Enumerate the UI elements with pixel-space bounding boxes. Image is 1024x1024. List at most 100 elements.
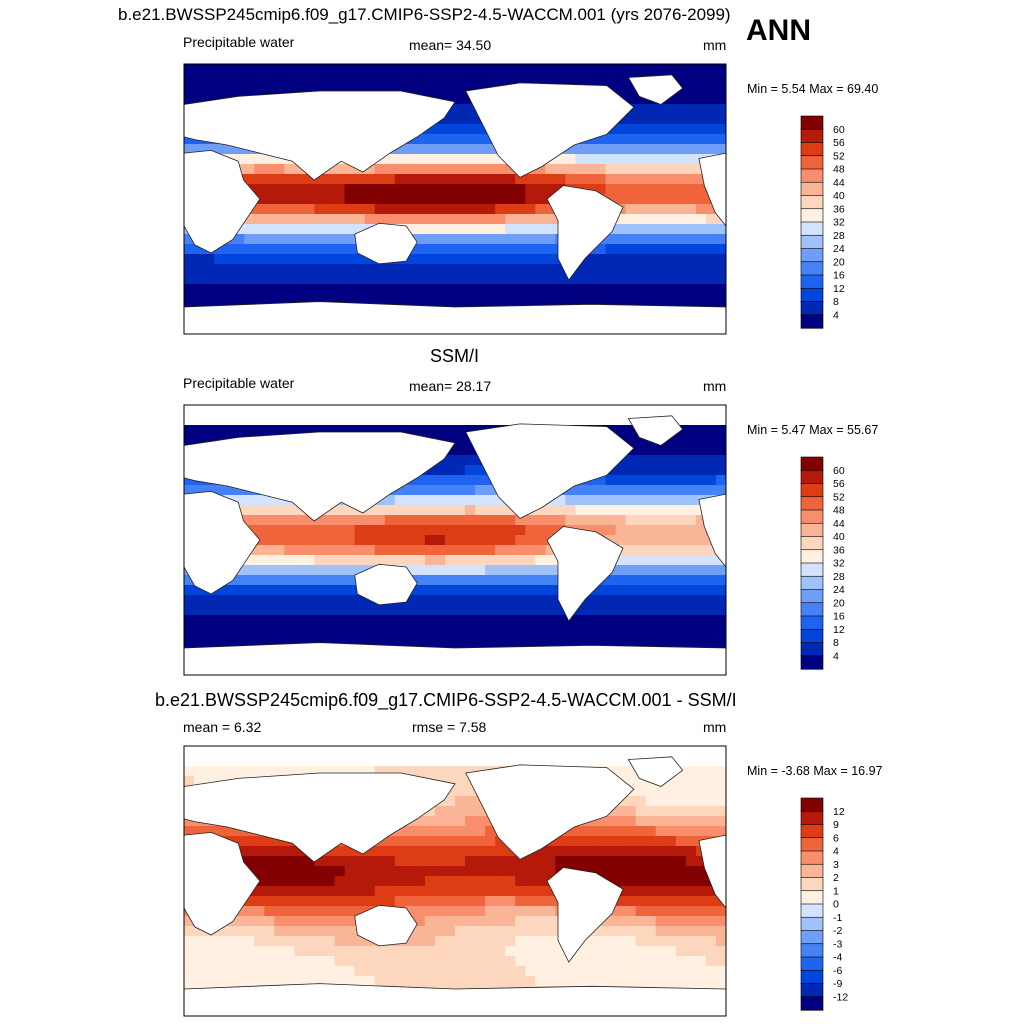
field-cell: [334, 214, 346, 225]
field-cell: [685, 114, 697, 125]
field-cell: [184, 94, 195, 105]
field-cell: [605, 144, 617, 155]
field-cell: [645, 916, 657, 927]
field-cell: [685, 74, 697, 85]
field-cell: [595, 184, 607, 195]
season-label: ANN: [746, 14, 811, 47]
field-cell: [515, 74, 526, 85]
field-cell: [444, 525, 456, 536]
field-cell: [414, 425, 426, 436]
field-cell: [444, 916, 456, 927]
field-cell: [304, 926, 316, 937]
field-cell: [665, 274, 677, 285]
field-cell: [364, 274, 376, 285]
field-cell: [625, 84, 637, 95]
field-cell: [655, 174, 667, 185]
field-cell: [665, 796, 677, 807]
field-cell: [234, 836, 245, 847]
field-cell: [444, 635, 456, 646]
field-cell: [455, 234, 466, 245]
field-cell: [615, 525, 627, 536]
field-cell: [264, 916, 275, 927]
field-cell: [214, 976, 225, 987]
field-cell: [264, 625, 275, 636]
field-cell: [244, 946, 255, 957]
field-cell: [214, 74, 225, 85]
field-cell: [274, 976, 285, 987]
field-cell: [334, 846, 346, 857]
field-cell: [625, 595, 637, 606]
field-cell: [655, 294, 667, 305]
field-cell: [685, 896, 697, 907]
field-cell: [685, 846, 697, 857]
field-cell: [465, 134, 476, 145]
field-cell: [575, 956, 587, 967]
field-cell: [194, 435, 205, 446]
field-cell: [695, 966, 707, 977]
field-cell: [264, 926, 275, 937]
field-cell: [284, 274, 296, 285]
field-cell: [615, 475, 627, 486]
field-cell: [615, 946, 627, 957]
field-cell: [615, 244, 627, 255]
field-cell: [655, 525, 667, 536]
field-cell: [675, 455, 687, 466]
field-cell: [374, 264, 386, 275]
field-cell: [254, 264, 265, 275]
field-cell: [465, 174, 476, 185]
field-cell: [384, 214, 396, 225]
field-cell: [475, 976, 486, 987]
field-cell: [475, 605, 486, 616]
colorbar-label: 6: [833, 832, 839, 844]
field-cell: [244, 74, 255, 85]
field-cell: [194, 615, 205, 626]
field-cell: [424, 224, 436, 235]
field-cell: [475, 555, 486, 566]
field-cell: [515, 976, 526, 987]
field-cell: [495, 936, 506, 947]
field-cell: [465, 625, 476, 636]
field-cell: [615, 194, 627, 205]
field-cell: [204, 74, 215, 85]
field-cell: [254, 274, 265, 285]
field-cell: [505, 184, 516, 195]
field-cell: [645, 856, 657, 867]
field-cell: [645, 605, 657, 616]
field-cell: [625, 966, 637, 977]
field-cell: [314, 555, 326, 566]
field-cell: [565, 174, 577, 185]
field-cell: [264, 635, 275, 646]
field-cell: [414, 836, 426, 847]
field-cell: [485, 846, 496, 857]
field-cell: [695, 435, 707, 446]
field-cell: [394, 284, 406, 295]
field-cell: [585, 284, 597, 295]
field-cell: [675, 94, 687, 105]
field-cell: [645, 876, 657, 887]
field-cell: [194, 826, 205, 837]
field-cell: [264, 274, 275, 285]
field-cell: [685, 776, 697, 787]
field-cell: [455, 274, 466, 285]
field-cell: [244, 505, 255, 516]
field-cell: [645, 184, 657, 195]
continent-outline: [184, 772, 456, 863]
field-cell: [214, 766, 225, 777]
field-cell: [354, 64, 366, 75]
field-cell: [414, 595, 426, 606]
field-cell: [404, 936, 416, 947]
field-cell: [545, 174, 556, 185]
field-cell: [304, 966, 316, 977]
field-cell: [715, 595, 726, 606]
field-cell: [515, 926, 526, 937]
field-cell: [495, 234, 506, 245]
field-cell: [515, 866, 526, 877]
field-cell: [675, 926, 687, 937]
field-cell: [264, 425, 275, 436]
field-cell: [264, 976, 275, 987]
field-cell: [294, 886, 306, 897]
field-cell: [214, 485, 225, 496]
field-cell: [314, 234, 326, 245]
field-cell: [184, 575, 195, 586]
field-cell: [384, 84, 396, 95]
